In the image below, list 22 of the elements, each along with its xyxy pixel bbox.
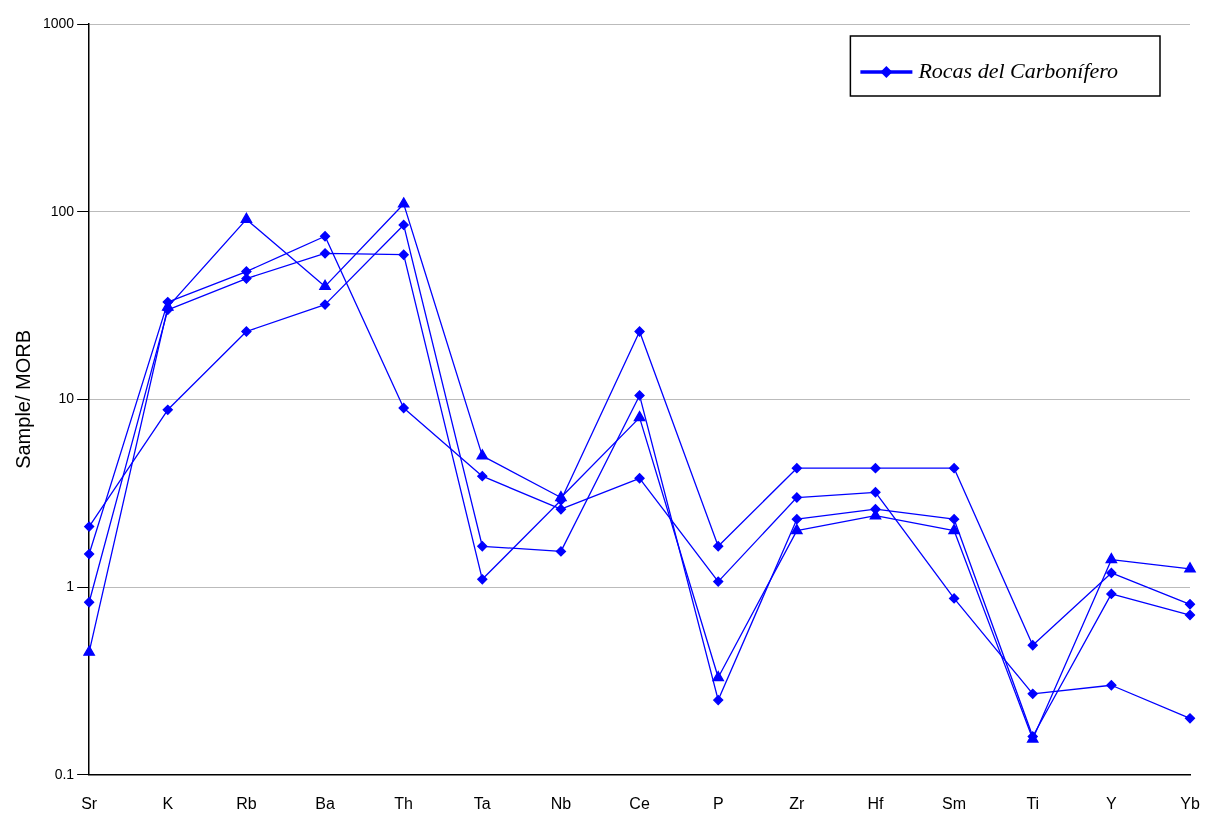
legend-label: Rocas del Carbonífero bbox=[917, 57, 1119, 83]
x-tick-label: Yb bbox=[1180, 794, 1200, 812]
x-tick-label: K bbox=[162, 794, 174, 812]
x-tick-label: P bbox=[712, 794, 724, 812]
y-tick-label: 0.1 bbox=[54, 765, 75, 782]
x-tick-label: Sr bbox=[81, 794, 98, 812]
x-tick-label: Ta bbox=[473, 794, 491, 812]
x-tick-label: Ba bbox=[315, 794, 335, 812]
x-tick-label: Y bbox=[1106, 794, 1118, 812]
x-tick-label: Rb bbox=[236, 794, 257, 812]
y-tick-label: 100 bbox=[50, 202, 75, 219]
y-tick-label: 1 bbox=[66, 577, 75, 594]
x-tick-label: Sm bbox=[942, 794, 967, 812]
x-tick-label: Ti bbox=[1026, 794, 1040, 812]
y-tick-label: 1000 bbox=[42, 14, 75, 31]
x-tick-label: Hf bbox=[867, 794, 885, 812]
x-tick-label: Th bbox=[394, 794, 414, 812]
y-axis-title: Sample/ MORB bbox=[11, 329, 34, 469]
y-tick-label: 10 bbox=[58, 390, 75, 407]
x-tick-label: Nb bbox=[550, 794, 572, 812]
x-tick-label: Ce bbox=[629, 794, 650, 812]
x-tick-label: Zr bbox=[789, 794, 806, 812]
